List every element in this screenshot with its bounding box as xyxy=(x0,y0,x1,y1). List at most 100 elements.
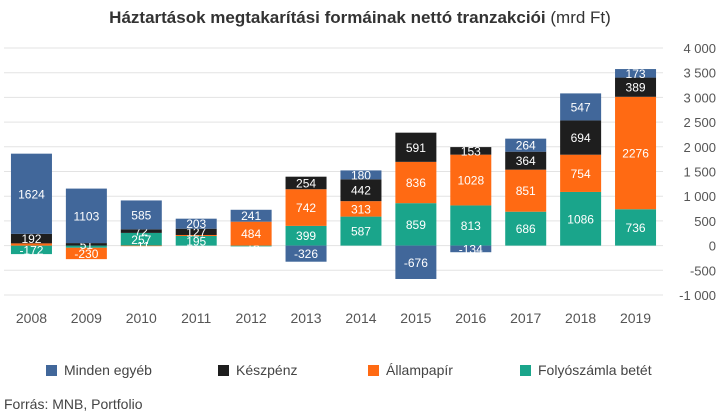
data-label: 195 xyxy=(186,234,206,248)
y-tick-label: -500 xyxy=(690,263,716,278)
bar-segment xyxy=(10,245,52,255)
data-label: 2276 xyxy=(622,147,649,161)
bar-segment xyxy=(615,96,657,210)
bar-segment xyxy=(230,209,272,222)
bar-segment xyxy=(395,245,437,279)
data-label: 1086 xyxy=(567,212,594,226)
bar-segment xyxy=(560,120,602,155)
data-label: 180 xyxy=(351,168,371,182)
data-label: -676 xyxy=(404,256,428,270)
x-tick-label: 2014 xyxy=(345,310,376,326)
data-label: 254 xyxy=(296,176,316,190)
data-label: 859 xyxy=(406,218,426,232)
bar-segment xyxy=(560,154,602,192)
data-label: 313 xyxy=(351,202,371,216)
data-label: 1103 xyxy=(73,209,99,223)
legend-item: Állampapír xyxy=(368,362,453,378)
chart-title-unit: (mrd Ft) xyxy=(545,8,611,27)
data-label: 153 xyxy=(461,144,481,158)
bar-segment xyxy=(120,229,162,233)
data-label: -134 xyxy=(459,242,483,256)
chart-legend: Minden egyéb Készpénz Állampapír Folyószáml… xyxy=(0,362,720,382)
data-label: 127 xyxy=(186,225,206,239)
bar-segment xyxy=(340,216,382,246)
bar-segment xyxy=(560,191,602,246)
legend-swatch xyxy=(368,364,379,376)
bar-segment xyxy=(340,201,382,217)
data-label: 1624 xyxy=(18,187,45,201)
data-label: 173 xyxy=(626,67,646,81)
bar-segment xyxy=(175,228,217,235)
bar-segment xyxy=(175,234,217,236)
data-label: 257 xyxy=(131,233,151,247)
data-label: 241 xyxy=(241,209,261,223)
legend-label: Állampapír xyxy=(386,362,453,378)
y-tick-label: 2 000 xyxy=(683,140,716,155)
x-tick-label: 2017 xyxy=(510,310,541,326)
data-label: 754 xyxy=(571,167,591,181)
bar-segment xyxy=(340,170,382,180)
bar-segment xyxy=(340,179,382,202)
legend-swatch xyxy=(218,364,229,376)
bar-segment xyxy=(10,243,52,246)
bar-segment xyxy=(615,69,657,78)
x-tick-label: 2016 xyxy=(455,310,486,326)
bar-segment xyxy=(395,132,437,162)
x-tick-label: 2011 xyxy=(181,310,211,326)
y-tick-label: 1 500 xyxy=(683,165,716,180)
data-label: 264 xyxy=(516,139,536,153)
bar-segment xyxy=(285,176,327,190)
y-tick-label: 3 500 xyxy=(683,66,716,81)
data-label: 547 xyxy=(571,100,591,114)
data-label: 364 xyxy=(516,154,536,168)
bar-segment xyxy=(505,211,547,246)
bar-segment xyxy=(65,247,107,260)
data-label: 836 xyxy=(406,176,426,190)
data-label: 1028 xyxy=(457,174,484,188)
data-label: 399 xyxy=(296,229,316,243)
legend-swatch xyxy=(46,364,57,376)
x-tick-label: 2018 xyxy=(565,310,596,326)
x-tick-label: 2009 xyxy=(71,310,102,326)
source-note: Forrás: MNB, Portfolio xyxy=(4,396,143,412)
bar-segment xyxy=(450,205,492,246)
data-label: 389 xyxy=(626,81,646,95)
stacked-bar-chart: 4 000 3 500 3 000 2 500 2 000 1 500 1 000 500 0 -… xyxy=(4,41,716,326)
y-tick-label: 1 000 xyxy=(683,189,716,204)
bar-segment xyxy=(505,169,547,212)
x-tick-label: 2008 xyxy=(16,310,47,326)
data-label: 203 xyxy=(186,217,206,231)
legend-item: Folyószámla betét xyxy=(520,362,652,378)
data-label: -326 xyxy=(294,247,318,261)
bar-segment xyxy=(615,209,657,246)
data-label: -11 xyxy=(133,239,150,253)
bar-segment xyxy=(285,225,327,246)
y-tick-label: 500 xyxy=(694,214,716,229)
legend-label: Folyószámla betét xyxy=(538,362,652,378)
bar-segment xyxy=(560,93,602,121)
data-label: 484 xyxy=(241,227,261,241)
bar-segment xyxy=(285,245,327,262)
data-label: 585 xyxy=(131,208,151,222)
bar-segment xyxy=(615,77,657,97)
data-label: 694 xyxy=(571,131,591,145)
x-tick-label: 2013 xyxy=(290,310,321,326)
bar-segment xyxy=(230,245,272,247)
bar-segment xyxy=(395,203,437,246)
bar-segment xyxy=(120,200,162,230)
y-tick-label: 3 000 xyxy=(683,90,716,105)
bar-segment xyxy=(285,189,327,226)
y-tick-label: 0 xyxy=(709,239,716,254)
x-tick-label: 2010 xyxy=(126,310,157,326)
x-tick-label: 2012 xyxy=(236,310,267,326)
bar-segment xyxy=(65,188,107,244)
y-tick-label: 2 500 xyxy=(683,115,716,130)
bar-segment xyxy=(450,147,492,155)
y-tick-label: 4 000 xyxy=(683,41,716,56)
bar-segment xyxy=(120,232,162,246)
chart-title: Háztartások megtakarítási formáinak nett… xyxy=(0,8,720,28)
bar-segment xyxy=(10,233,52,244)
legend-swatch xyxy=(520,364,531,376)
data-label: 736 xyxy=(626,221,646,235)
data-label: 742 xyxy=(296,201,316,215)
